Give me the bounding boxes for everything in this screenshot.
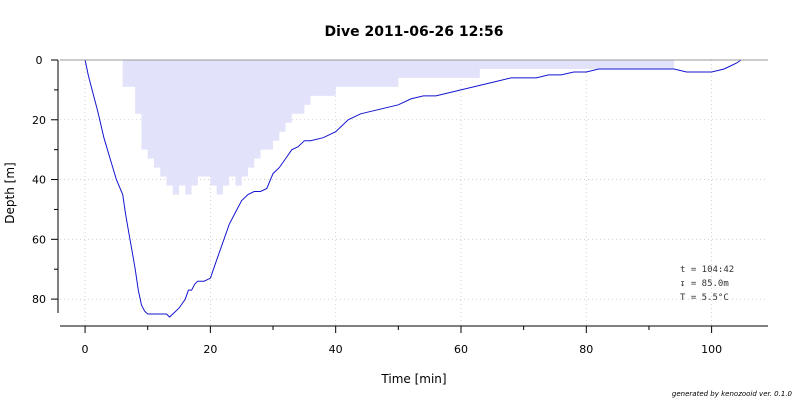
generator-credit: generated by kenozooid ver. 0.1.0 — [672, 390, 793, 398]
stat-temperature: T = 5.5°C — [680, 293, 729, 303]
y-tick-label: 0 — [36, 54, 43, 67]
y-axis-ticks: 0 20 40 60 80 — [32, 54, 58, 306]
x-tick-label: 40 — [329, 343, 343, 356]
chart-title: Dive 2011-06-26 12:56 — [325, 24, 504, 40]
y-tick-label: 60 — [32, 233, 46, 246]
stat-duration: t = 104:42 — [680, 265, 734, 275]
y-tick-label: 20 — [32, 114, 46, 127]
x-axis-label: Time [min] — [380, 372, 446, 386]
x-tick-label: 0 — [82, 343, 89, 356]
x-tick-label: 100 — [701, 343, 722, 356]
x-tick-label: 60 — [454, 343, 468, 356]
y-tick-label: 40 — [32, 174, 46, 187]
x-axis-ticks: 0 20 40 60 80 100 — [82, 326, 722, 356]
y-axis-label: Depth [m] — [3, 162, 17, 223]
x-tick-label: 20 — [203, 343, 217, 356]
x-tick-label: 80 — [579, 343, 593, 356]
deco-ceiling-area — [122, 60, 675, 195]
depth-profile-line — [84, 59, 742, 318]
y-tick-label: 80 — [32, 293, 46, 306]
stat-max-depth: ↧ = 85.0m — [680, 279, 729, 289]
